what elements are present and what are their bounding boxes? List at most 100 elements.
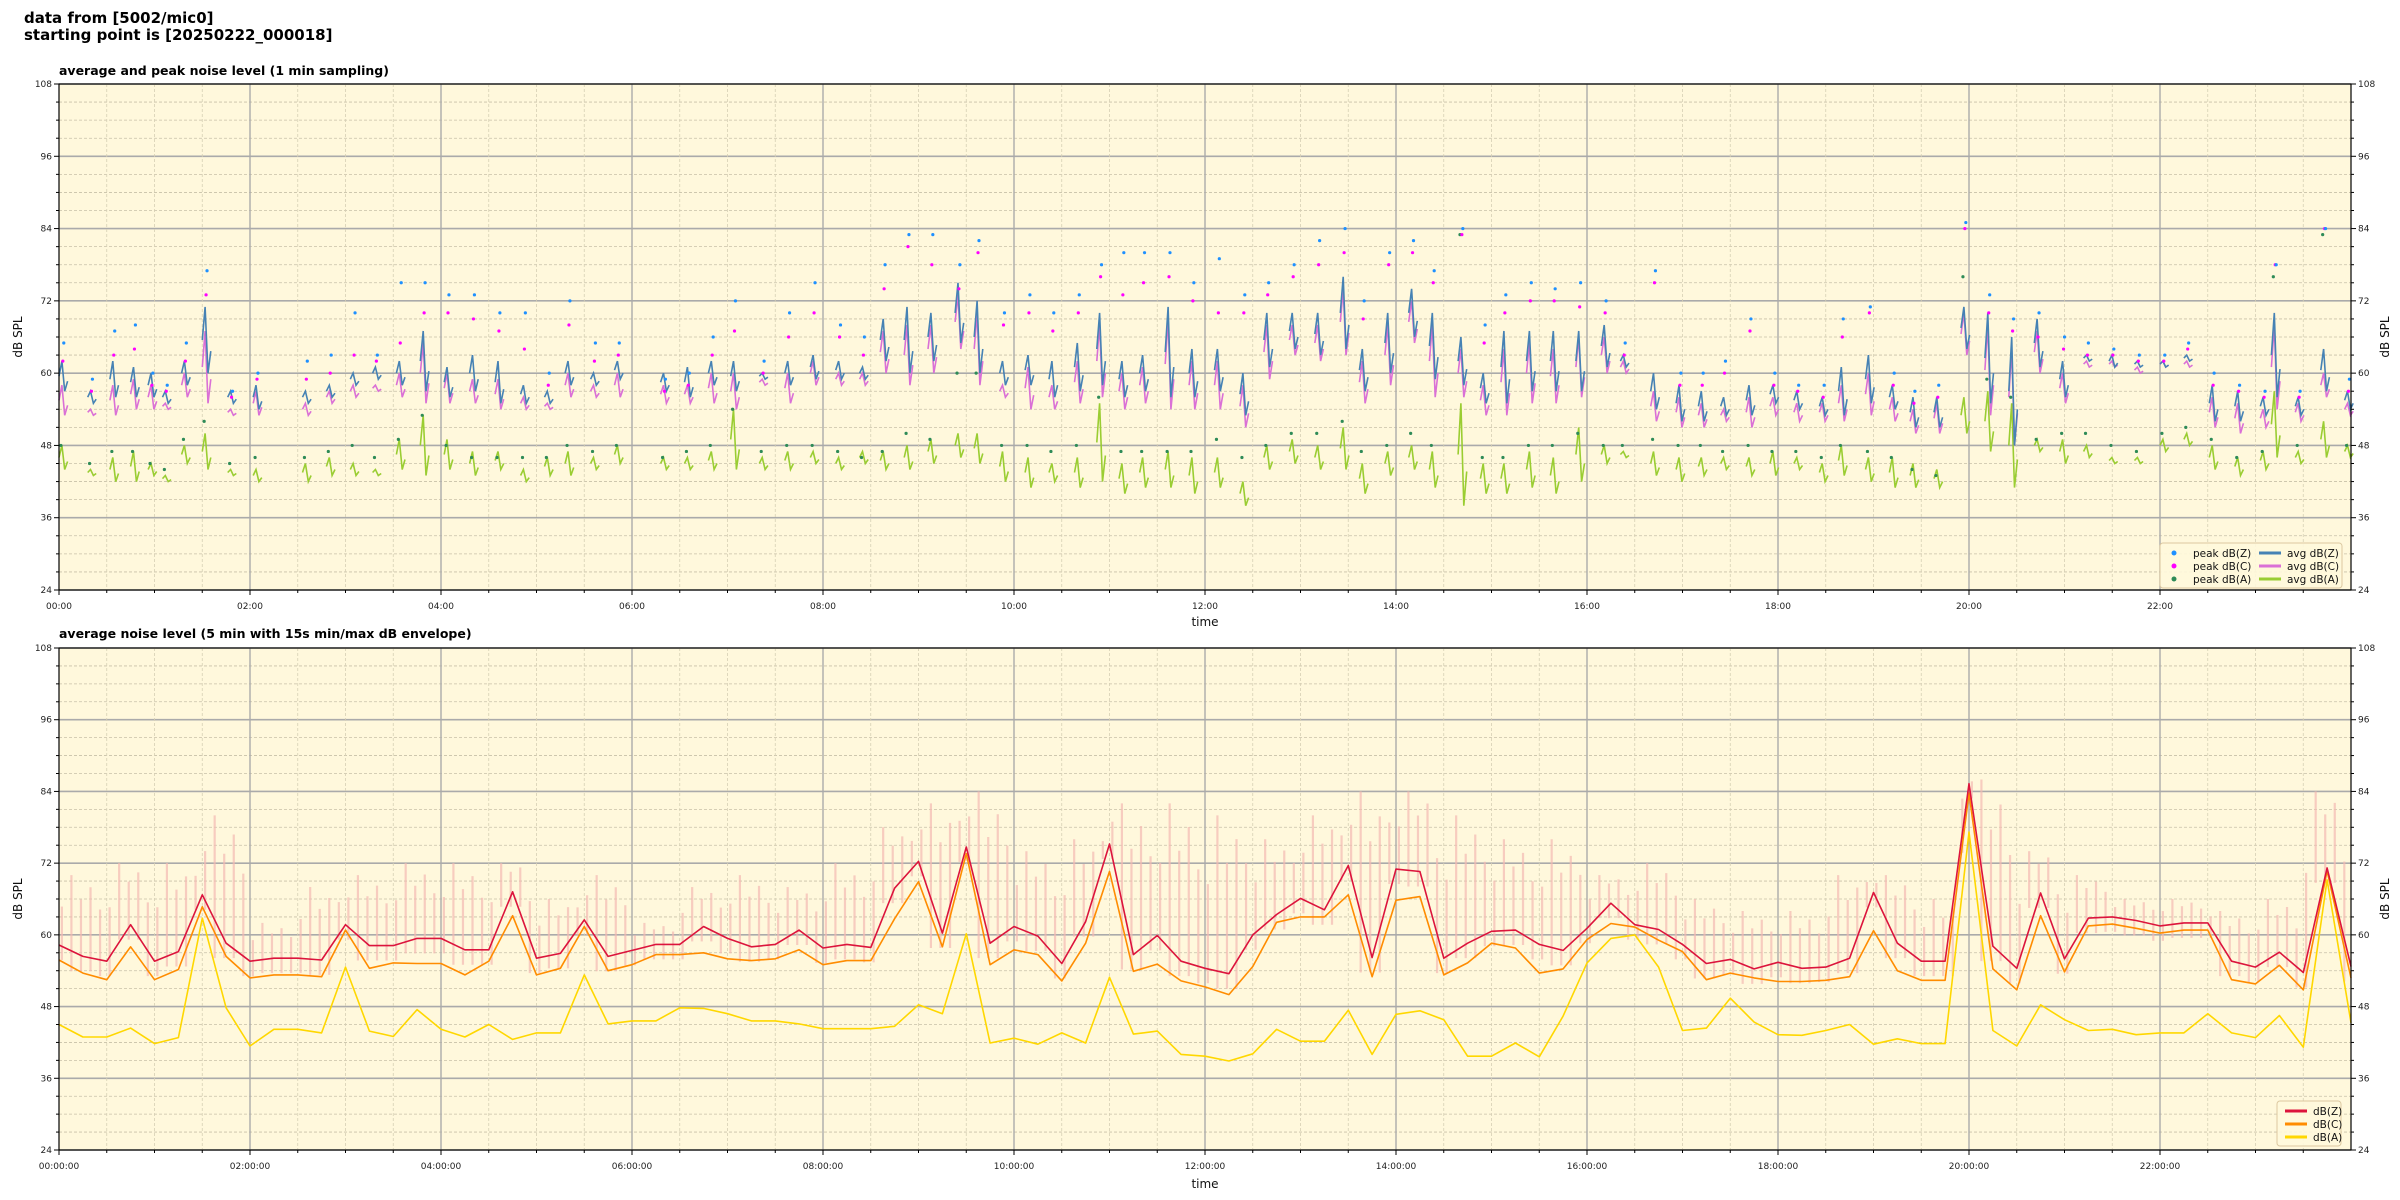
- peak-dbz-point: [256, 371, 260, 375]
- x-tick-label: 06:00: [619, 602, 645, 612]
- peak-dbc-point: [1772, 383, 1776, 387]
- legend-label: dB(C): [2313, 1119, 2342, 1131]
- legend-label: peak dB(A): [2193, 574, 2251, 586]
- peak-dbz-point: [1937, 383, 1941, 387]
- peak-dbc-point: [1678, 383, 1682, 387]
- avg-dbz-segment: [1048, 360, 1059, 398]
- y-tick-label-left: 108: [35, 644, 52, 654]
- avg-dbz-segment: [395, 360, 406, 386]
- peak-dbc-point: [906, 245, 910, 249]
- avg-dbc-segment: [201, 330, 212, 404]
- avg-dbc-segment: [109, 385, 120, 416]
- legend-marker: [2171, 563, 2177, 569]
- avg-dbc-segment: [1048, 385, 1059, 410]
- avg-dba-segment: [858, 449, 869, 466]
- peak-dbc-point: [2262, 395, 2266, 399]
- y-tick-label-right: 84: [2358, 787, 2370, 797]
- avg-dbz-segment: [2083, 353, 2093, 363]
- avg-dbz-segment: [1314, 312, 1325, 356]
- peak-dbz-point: [2323, 226, 2328, 231]
- peak-dbc-point: [471, 317, 476, 321]
- avg-dba-segment: [954, 433, 965, 458]
- avg-dbz-segment: [161, 388, 172, 406]
- peak-dba-point: [130, 449, 135, 454]
- peak-dbc-point: [204, 293, 208, 297]
- peak-dbz-point: [1773, 371, 1777, 375]
- avg-dbz-segment: [2259, 396, 2270, 418]
- peak-dba-point: [1264, 443, 1268, 448]
- avg-dbz-segment: [1358, 348, 1369, 392]
- peak-dbz-point: [883, 263, 887, 267]
- avg-dba-segment: [1457, 403, 1468, 506]
- avg-dba-segment: [1745, 457, 1756, 479]
- x-tick-label: 18:00: [1765, 602, 1791, 612]
- legend-label: avg dB(Z): [2287, 548, 2339, 560]
- peak-dbz-point: [305, 359, 309, 363]
- avg-dba-segment: [161, 474, 172, 483]
- avg-dbc-segment: [564, 372, 575, 398]
- peak-dbz-point: [593, 341, 597, 345]
- legend-marker: [2171, 550, 2177, 556]
- peak-dbc-point: [1410, 251, 1415, 255]
- legend-box: [2159, 542, 2343, 589]
- avg-dba-segment: [147, 461, 158, 478]
- avg-dba-segment: [707, 451, 718, 473]
- peak-dbz-point: [787, 311, 792, 315]
- peak-dbc-point: [930, 263, 934, 267]
- avg-dba-segment: [1073, 457, 1084, 488]
- avg-dba-segment: [1888, 457, 1899, 488]
- avg-dba-segment: [325, 457, 336, 479]
- peak-dbz-point: [2163, 353, 2167, 357]
- avg-dbz-segment: [1675, 385, 1686, 422]
- avg-dbz-segment: [2159, 359, 2170, 369]
- y-tick-label-left: 84: [41, 225, 53, 235]
- peak-dbz-point: [2062, 335, 2067, 339]
- avg-dba-segment: [1864, 457, 1875, 482]
- peak-dba-point: [1650, 437, 1655, 442]
- avg-dbz-segment: [2108, 352, 2119, 369]
- peak-dbc-point: [1482, 341, 1486, 345]
- avg-dba-segment: [809, 449, 820, 466]
- peak-dbz-point: [1529, 281, 1533, 285]
- peak-dbc-point: [1503, 311, 1507, 315]
- avg-dba-segment: [1024, 457, 1035, 488]
- y-tick-label-left: 24: [41, 1146, 53, 1156]
- peak-dbc-point: [1121, 293, 1125, 297]
- legend-label: peak dB(C): [2193, 561, 2251, 573]
- peak-dbc-point: [374, 359, 378, 363]
- avg-dbz-segment: [443, 366, 454, 398]
- avg-dbz-segment: [1888, 385, 1899, 410]
- peak-dbc-point: [1963, 226, 1967, 231]
- avg-dbc-segment: [301, 400, 312, 418]
- peak-dbc-point: [761, 371, 765, 375]
- avg-dba-segment: [2320, 421, 2331, 458]
- avg-dbz-segment: [1719, 396, 1731, 418]
- peak-dbz-point: [1579, 281, 1583, 285]
- peak-dba-point: [1620, 443, 1624, 448]
- peak-dbc-point: [1051, 329, 1055, 333]
- peak-dba-point: [999, 443, 1004, 448]
- avg-dbz-segment: [1909, 397, 1920, 428]
- peak-dbz-point: [184, 341, 188, 345]
- avg-dbc-segment: [2133, 365, 2144, 375]
- avg-dba-segment: [252, 467, 263, 484]
- x-tick-label: 08:00: [810, 602, 836, 612]
- peak-dbz-point: [977, 239, 981, 243]
- peak-dbz-point: [1679, 371, 1683, 375]
- avg-dbz-segment: [1745, 385, 1756, 416]
- avg-dbz-segment: [834, 360, 846, 382]
- x-tick-label: 20:00:00: [1949, 1162, 1990, 1172]
- avg-dbz-segment: [1864, 355, 1875, 404]
- peak-dbz-point: [1217, 257, 1221, 261]
- peak-dbz-point: [1723, 359, 1728, 363]
- top-x-axis-label: time: [1191, 615, 1218, 629]
- avg-dbz-segment: [927, 312, 938, 362]
- peak-dbz-point: [931, 232, 935, 237]
- avg-dba-segment: [1697, 457, 1708, 479]
- avg-dbz-segment: [1933, 397, 1944, 428]
- avg-dbz-segment: [1960, 306, 1971, 350]
- avg-dbz-segment: [201, 306, 212, 374]
- peak-dba-point: [810, 443, 814, 448]
- peak-dba-point: [660, 455, 665, 460]
- peak-dbc-point: [2297, 395, 2301, 399]
